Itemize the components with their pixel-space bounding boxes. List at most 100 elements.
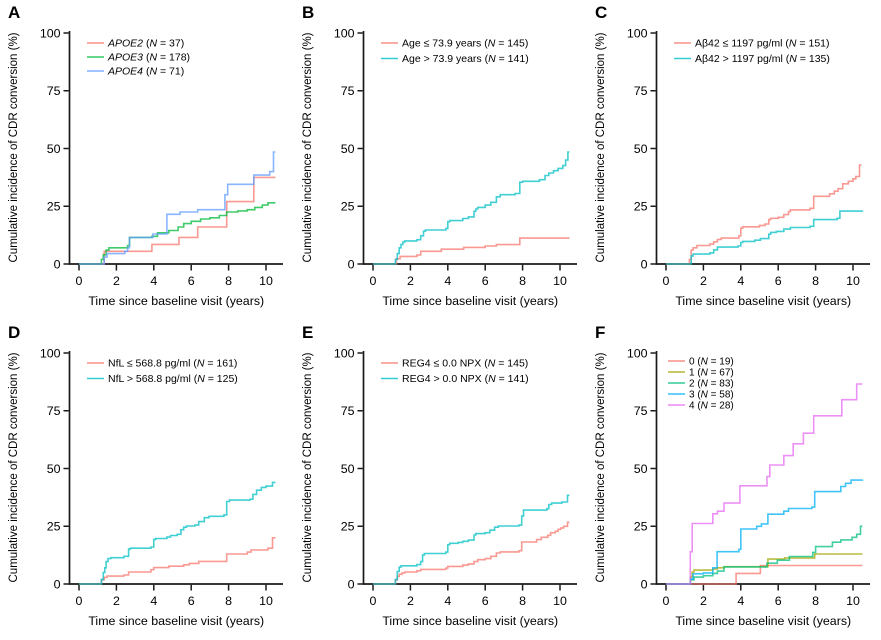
y-axis-title: Cumulative incidence of CDR conversion (… [6,33,20,263]
x-tick-label: 6 [775,274,782,288]
x-tick-label: 8 [519,274,526,288]
legend-label: 3 (N = 58) [689,390,734,401]
y-tick-label: 75 [341,404,355,418]
x-tick-label: 4 [150,594,157,608]
x-tick-label: 6 [188,594,195,608]
x-tick-label: 10 [259,594,273,608]
series-line-nfl-568-8-pg-ml [79,537,276,585]
x-tick-label: 0 [663,594,670,608]
panel-letter-f: F [595,323,606,342]
x-tick-label: 10 [553,594,567,608]
x-tick-label: 8 [225,274,232,288]
x-axis-title: Time since baseline visit (years) [382,294,558,308]
y-tick-label: 100 [627,346,648,360]
legend-label: Age > 73.9 years (N = 141) [402,53,529,65]
series-line-apoe2 [79,176,276,265]
x-tick-label: 2 [113,274,120,288]
panel-d-chart: 0 25 50 75 100 0 2 4 6 8 10 Time since baseline vis… [6,346,283,628]
series-line-reg4-0-0-npx [373,521,570,585]
series-line-nfl-568-8-pg-ml [79,481,276,585]
y-tick-label: 100 [334,346,355,360]
x-tick-label: 0 [76,594,83,608]
x-tick-label: 4 [444,274,451,288]
y-tick-label: 50 [341,462,355,476]
series-line-a-42-1197-pg-ml [666,210,864,265]
legend-label: Aβ42 > 1197 pg/ml (N = 135) [695,53,830,65]
series-line-0 [666,564,863,585]
y-tick-label: 25 [341,520,355,534]
x-axis-title: Time since baseline visit (years) [675,294,851,308]
x-tick-label: 0 [663,274,670,288]
x-tick-label: 8 [812,274,819,288]
y-tick-label: 100 [334,26,355,40]
panel-b-chart: 0 25 50 75 100 0 2 4 6 8 10 Time since baseline vis… [300,26,577,308]
x-tick-label: 2 [113,594,120,608]
panel-letter-b: B [302,3,315,22]
y-tick-label: 25 [341,200,355,214]
legend-label: APOE4 (N = 71) [107,66,184,78]
y-tick-label: 0 [54,257,61,271]
legend-label: APOE2 (N = 37) [107,38,184,50]
panel-f-chart: 0 25 50 75 100 0 2 4 6 8 10 Time since baseline vis… [593,346,870,628]
panel-f: F 0 25 50 75 100 0 2 4 6 8 10 Time since baseline v… [587,320,881,640]
y-tick-label: 75 [47,404,61,418]
y-tick-label: 0 [54,577,61,591]
y-tick-label: 50 [634,462,648,476]
x-tick-label: 4 [737,594,744,608]
x-tick-label: 4 [737,274,744,288]
y-tick-label: 25 [634,520,648,534]
legend-label: 0 (N = 19) [689,357,734,368]
y-tick-label: 100 [627,26,648,40]
x-tick-label: 0 [76,274,83,288]
y-tick-label: 50 [47,462,61,476]
x-tick-label: 10 [259,274,273,288]
y-tick-label: 50 [634,142,648,156]
series-line-2 [666,525,863,585]
series-line-apoe3 [79,202,276,265]
series-line-1 [666,553,863,585]
legend-label: APOE3 (N = 178) [107,52,190,64]
x-tick-label: 8 [519,594,526,608]
series-line-apoe4 [79,151,276,265]
legend-label: Age ≤ 73.9 years (N = 145) [402,38,528,50]
x-axis-title: Time since baseline visit (years) [675,614,851,628]
x-tick-label: 10 [846,274,860,288]
y-tick-label: 100 [40,26,61,40]
series-line-4 [666,383,863,585]
x-axis-title: Time since baseline visit (years) [88,614,264,628]
panel-b: B 0 25 50 75 100 0 2 4 6 8 10 Time since baseline v… [294,0,588,320]
y-tick-label: 75 [634,84,648,98]
panel-c-chart: 0 25 50 75 100 0 2 4 6 8 10 Time since baseline vis… [593,26,870,308]
panel-a-chart: 0 25 50 75 100 0 2 4 6 8 10 Time since baseline vis… [6,26,283,308]
series-line-a-42-1197-pg-ml [666,164,862,265]
y-axis-title: Cumulative incidence of CDR conversion (… [593,353,607,583]
legend-label: 2 (N = 83) [689,379,734,390]
x-tick-label: 0 [370,274,377,288]
legend-label: 4 (N = 28) [689,401,734,412]
x-tick-label: 4 [444,594,451,608]
y-axis-title: Cumulative incidence of CDR conversion (… [300,33,314,263]
panel-letter-e: E [302,323,314,342]
legend-label: 1 (N = 67) [689,368,734,379]
series-line-age-73-9-years [373,151,570,265]
panel-a: A 0 25 50 75 100 0 2 4 6 8 10 Time since baseline v… [0,0,294,320]
y-tick-label: 25 [634,200,648,214]
x-axis-title: Time since baseline visit (years) [88,294,264,308]
y-axis-title: Cumulative incidence of CDR conversion (… [300,353,314,583]
y-tick-label: 100 [40,346,61,360]
series-line-age-73-9-years [373,237,570,265]
y-tick-label: 0 [641,577,648,591]
y-tick-label: 75 [47,84,61,98]
legend-label: NfL ≤ 568.8 pg/ml (N = 161) [108,358,237,370]
y-tick-label: 25 [47,520,61,534]
series-line-reg4-0-0-npx [373,494,570,585]
x-tick-label: 8 [225,594,232,608]
x-tick-label: 8 [812,594,819,608]
x-tick-label: 2 [407,594,414,608]
x-tick-label: 2 [700,594,707,608]
y-tick-label: 50 [47,142,61,156]
y-tick-label: 25 [47,200,61,214]
x-tick-label: 10 [846,594,860,608]
legend-label: Aβ42 ≤ 1197 pg/ml (N = 151) [695,38,830,50]
